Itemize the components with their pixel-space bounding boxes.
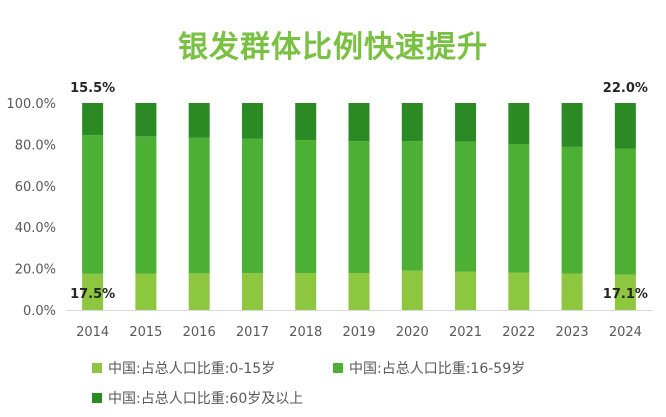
bar-2022-series-2 [508, 103, 530, 144]
x-tick-label: 2019 [342, 325, 375, 340]
x-tick-label: 2015 [129, 325, 162, 340]
x-axis: 2014 2015 2016 2017 2018 2019 2020 2021 2022 2023… [66, 310, 652, 340]
legend-item: 中国:占总人口比重:0-15岁 [92, 358, 275, 378]
bar-2018-series-0 [295, 273, 317, 310]
bar-2020-series-0 [401, 270, 423, 310]
bar-2024-series-0 [614, 274, 636, 310]
bar-2016-series-0 [188, 273, 210, 310]
bar-2024-series-1 [614, 148, 636, 275]
legend-label: 中国:占总人口比重:60岁及以上 [108, 391, 304, 407]
bar-2023-series-2 [561, 103, 583, 147]
bar-2019-series-2 [348, 103, 370, 142]
x-tick-label: 2018 [289, 325, 322, 340]
x-tick-label: 2016 [183, 325, 216, 340]
bar-2024-series-2 [614, 103, 636, 149]
bar-2021-series-0 [455, 271, 477, 310]
x-tick-label: 2014 [76, 325, 109, 340]
bar-2015-series-0 [135, 273, 157, 310]
data-label: 15.5% [70, 81, 115, 96]
data-label: 17.5% [70, 287, 115, 302]
bars [82, 103, 636, 310]
bar-2015-series-1 [135, 136, 157, 274]
bar-2017-series-1 [241, 138, 263, 274]
legend-swatch [92, 393, 102, 403]
bar-2022-series-0 [508, 272, 530, 310]
bar-2014-series-1 [82, 135, 104, 274]
y-tick-label: 20.0% [15, 263, 56, 278]
bar-2022-series-1 [508, 143, 530, 273]
data-label: 22.0% [603, 81, 648, 96]
y-tick-label: 60.0% [15, 180, 56, 195]
bar-2017-series-2 [241, 103, 263, 139]
x-tick-label: 2021 [449, 325, 482, 340]
bar-2019-series-1 [348, 141, 370, 274]
bar-2017-series-0 [241, 273, 263, 310]
bar-2016-series-2 [188, 103, 210, 138]
x-tick-label: 2022 [502, 325, 535, 340]
y-tick-label: 100.0% [6, 97, 56, 112]
legend-item: 中国:占总人口比重:16-59岁 [333, 358, 525, 378]
bar-2023-series-1 [561, 146, 583, 274]
legend: 中国:占总人口比重:0-15岁 中国:占总人口比重:16-59岁中国:占总人口比重… [0, 353, 666, 413]
y-tick-label: 0.0% [23, 304, 56, 319]
x-tick-label: 2024 [609, 325, 642, 340]
chart-title: 银发群体比例快速提升 [178, 30, 488, 65]
bar-2014-series-2 [82, 103, 104, 136]
legend-label: 中国:占总人口比重:16-59岁 [349, 361, 526, 377]
x-tick-label: 2020 [396, 325, 429, 340]
bar-2016-series-1 [188, 137, 210, 274]
bar-2018-series-2 [295, 103, 317, 141]
bar-2020-series-2 [401, 103, 423, 142]
bar-2020-series-1 [401, 141, 423, 271]
bar-2019-series-0 [348, 273, 370, 310]
bar-2021-series-2 [455, 103, 477, 142]
data-label: 17.1% [603, 287, 648, 302]
legend-swatch [333, 363, 343, 373]
bar-2018-series-1 [295, 140, 317, 274]
x-tick-label: 2023 [556, 325, 589, 340]
y-tick-label: 80.0% [15, 138, 56, 153]
legend-item: 中国:占总人口比重:60岁及以上 [92, 388, 303, 408]
y-axis: 0.0% 20.0% 40.0% 60.0% 80.0% 100.0% [6, 97, 56, 319]
legend-label: 中国:占总人口比重:0-15岁 [108, 361, 276, 377]
bar-2023-series-0 [561, 273, 583, 310]
bar-2014-series-0 [82, 273, 104, 310]
y-tick-label: 40.0% [15, 221, 56, 236]
x-tick-label: 2017 [236, 325, 269, 340]
bar-2021-series-1 [455, 141, 477, 272]
bar-2015-series-2 [135, 103, 157, 137]
legend-swatch [92, 363, 102, 373]
data-labels: 15.5% 17.5% 22.0% 17.1% [70, 81, 648, 302]
